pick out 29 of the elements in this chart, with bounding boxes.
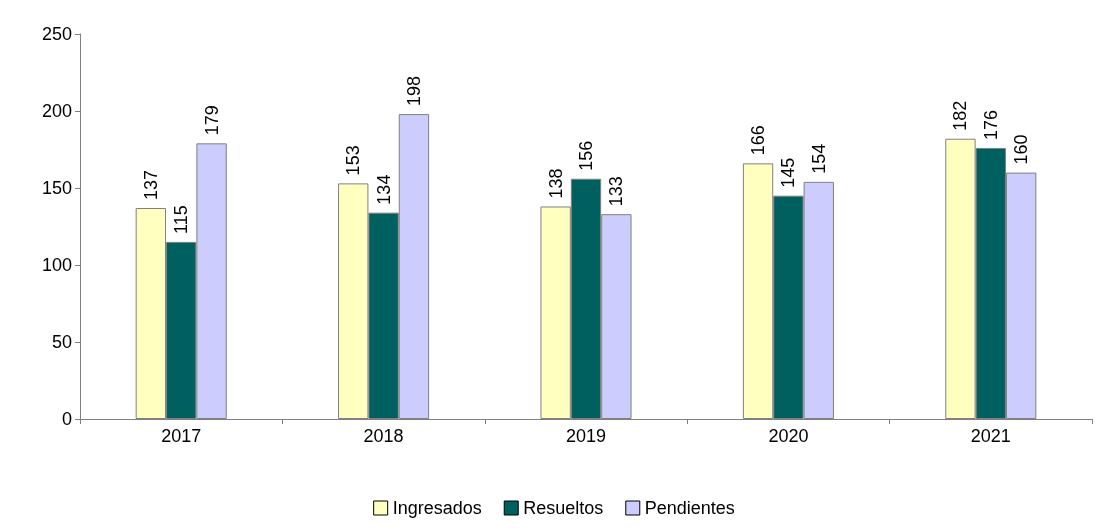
x-tick-label: 2017: [161, 426, 202, 446]
data-label: 176: [980, 109, 1001, 140]
data-label: 134: [373, 174, 394, 205]
legend-label: Pendientes: [644, 498, 735, 518]
x-tick-label: 2020: [768, 426, 809, 446]
x-tick-label: 2019: [565, 426, 607, 446]
data-label: 154: [808, 143, 829, 174]
y-tick-label: 250: [41, 24, 72, 44]
y-tick-label: 100: [41, 255, 72, 275]
data-label: 115: [171, 205, 192, 234]
data-label: 145: [778, 157, 799, 188]
data-label: 138: [545, 168, 566, 199]
data-label: 198: [403, 76, 424, 107]
data-label: 182: [950, 100, 971, 131]
data-label: 153: [343, 145, 364, 176]
y-tick-label: 50: [51, 332, 72, 352]
y-tick-label: 200: [41, 101, 72, 121]
y-tick-label: 150: [41, 178, 72, 198]
data-label: 160: [1011, 134, 1032, 165]
legend-label: Resueltos: [523, 498, 604, 518]
y-tick-label: 0: [61, 409, 72, 429]
x-tick-label: 2021: [970, 426, 1011, 446]
legend-label: Ingresados: [392, 498, 482, 518]
data-label: 156: [576, 140, 596, 171]
x-tick-label: 2018: [363, 426, 404, 446]
data-label: 166: [748, 125, 769, 156]
data-label: 137: [140, 169, 161, 201]
data-label: 179: [201, 105, 222, 136]
data-label: 133: [606, 176, 627, 207]
